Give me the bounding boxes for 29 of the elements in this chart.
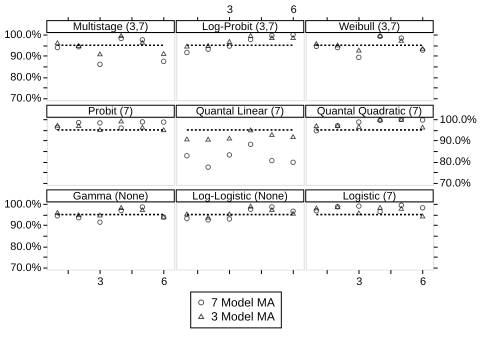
y-tick-label: 90.0% <box>10 220 42 232</box>
chart-title: Multistage (3,7) <box>72 21 148 34</box>
chart-title: Log-Logistic (None) <box>192 190 288 202</box>
chart-title: Gamma (None) <box>72 190 148 202</box>
chart-title: Weibull (3,7) <box>338 21 400 34</box>
chart-title: Probit (7) <box>88 106 134 118</box>
chart-title: Quantal Linear (7) <box>196 106 284 118</box>
y-tick-label: 70.0% <box>440 177 471 190</box>
legend-label: 7 Model MA <box>211 295 275 310</box>
chart-title: Logistic (7) <box>342 190 396 202</box>
x-tick-label: 3 <box>226 4 233 16</box>
x-tick-label: 6 <box>420 276 426 288</box>
y-tick-label: 100.0% <box>4 29 42 42</box>
chart-title: Log-Probit (3,7) <box>202 21 278 34</box>
y-tick-label: 80.0% <box>440 156 471 168</box>
x-tick-label: 6 <box>290 4 297 16</box>
x-tick-label: 6 <box>161 276 168 288</box>
y-tick-label: 80.0% <box>10 240 42 253</box>
y-tick-label: 100.0% <box>4 198 42 210</box>
y-tick-label: 70.0% <box>10 262 42 274</box>
y-tick-label: 100.0% <box>440 114 478 126</box>
y-tick-label: 70.0% <box>10 92 42 105</box>
y-tick-label: 90.0% <box>440 134 471 147</box>
x-tick-label: 3 <box>356 276 362 288</box>
x-tick-label: 3 <box>97 276 104 288</box>
y-tick-label: 80.0% <box>10 71 42 84</box>
y-tick-label: 90.0% <box>10 50 42 62</box>
chart-title: Quantal Quadratic (7) <box>316 106 422 118</box>
legend-label: 3 Model MA <box>211 309 275 324</box>
